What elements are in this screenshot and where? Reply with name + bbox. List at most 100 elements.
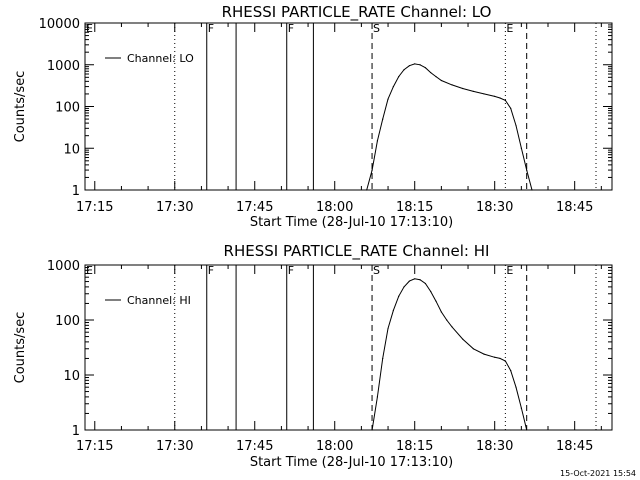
- panel2-x-axis-label: Start Time (28-Jul-10 17:13:10): [250, 455, 453, 470]
- panel1-data-point: [520, 147, 522, 149]
- panel2-data-point: [451, 326, 453, 328]
- panel1-x-tick-label: 17:30: [156, 200, 193, 215]
- panel2-data-point: [526, 429, 528, 431]
- panel1-data-point: [403, 69, 405, 71]
- panel1-x-tick-label: 18:45: [556, 200, 593, 215]
- panel1-data-point: [451, 84, 453, 86]
- panel2-data-point: [371, 429, 373, 431]
- panel1-data-point: [366, 189, 368, 191]
- panel1-y-tick-label: 1000: [47, 59, 80, 74]
- panel2-data-point: [408, 280, 410, 282]
- panel2-data-point: [419, 279, 421, 281]
- panel1-y-tick-label: 100: [55, 101, 80, 116]
- panel1-x-tick-label: 18:30: [476, 200, 513, 215]
- panel2-y-tick-label: 1: [72, 424, 80, 439]
- panel2-x-tick-label: 18:30: [476, 439, 513, 454]
- panel1-data-point: [440, 79, 442, 82]
- panel2-event-marker-label: E: [506, 264, 513, 277]
- panel2-data-point: [403, 286, 405, 288]
- panel2-x-tick-label: 17:30: [156, 439, 193, 454]
- panel1-data-point: [392, 85, 394, 88]
- panel1-data-point: [499, 97, 501, 99]
- panel1-event-marker-label: F: [288, 22, 294, 35]
- panel1-event-marker-label: E: [86, 22, 93, 35]
- panel2-data-point: [424, 282, 426, 285]
- panel2-data-point: [494, 356, 496, 358]
- panel2-legend-label: Channel: HI: [127, 294, 191, 307]
- panel2-data-point: [499, 357, 501, 360]
- panel2-y-tick-label: 1000: [47, 259, 80, 274]
- panel2-event-marker-label: F: [288, 264, 294, 277]
- panel1-data-point: [387, 98, 389, 100]
- panel1-event-marker-label: S: [373, 22, 380, 35]
- panel1-legend-label: Channel: LO: [127, 52, 194, 65]
- panel2-data-point: [387, 327, 389, 330]
- panel2-data-point: [520, 407, 522, 409]
- panel2-data-point: [398, 295, 400, 297]
- panel1-data-point: [398, 76, 400, 78]
- panel1-x-tick-label: 17:45: [236, 200, 273, 215]
- panel1-event-marker-label: E: [506, 22, 513, 35]
- panel1-data-point: [414, 63, 416, 65]
- panel2-x-tick-label: 17:45: [236, 439, 273, 454]
- panel2-data-point: [504, 360, 506, 362]
- panel1-x-tick-label: 17:15: [76, 200, 113, 215]
- panel2-x-tick-label: 17:15: [76, 439, 113, 454]
- panel2-data-point: [510, 370, 512, 372]
- panel2-x-tick-label: 18:15: [396, 439, 433, 454]
- panel1-data-point: [408, 65, 410, 67]
- panel2-y-tick-label: 100: [55, 314, 80, 329]
- panel2-y-axis-label: Counts/sec: [13, 312, 28, 384]
- panel2-x-tick-label: 18:45: [556, 439, 593, 454]
- panel1-data-point: [504, 99, 506, 101]
- panel2-data-point: [392, 309, 394, 311]
- panel2-plot-frame: [84, 264, 613, 431]
- panel1-data-point: [526, 169, 528, 171]
- panel1-plot-frame: [84, 22, 613, 191]
- footer-timestamp: 15-Oct-2021 15:54: [560, 469, 636, 478]
- panel1-series-line: [366, 63, 533, 191]
- panel1-data-point: [376, 140, 378, 142]
- panel1-data-point: [531, 189, 533, 191]
- panel1-data-point: [435, 76, 437, 78]
- panel1-data-point: [419, 64, 421, 66]
- panel1-chart-title: RHESSI PARTICLE_RATE Channel: LO: [222, 3, 492, 22]
- panel2-chart-title: RHESSI PARTICLE_RATE Channel: HI: [224, 242, 490, 261]
- panel2-event-marker-label: E: [86, 264, 93, 277]
- panel2-data-point: [446, 319, 448, 321]
- panel1-y-tick-label: 1: [72, 184, 80, 199]
- panel1-event-marker-label: F: [208, 22, 214, 35]
- panel1-x-axis-label: Start Time (28-Jul-10 17:13:10): [250, 215, 453, 230]
- panel1-data-point: [515, 124, 517, 127]
- panel2-data-point: [414, 278, 416, 280]
- panel2-event-marker-label: S: [373, 264, 380, 277]
- panel1-y-tick-label: 10: [63, 142, 80, 157]
- panel1-data-point: [382, 118, 384, 120]
- panel1-y-tick-label: 10000: [39, 17, 80, 32]
- panel1-data-point: [371, 169, 373, 171]
- panel2-data-point: [382, 357, 384, 360]
- panel2-event-marker-label: F: [208, 264, 214, 277]
- panel2-y-tick-label: 10: [63, 369, 80, 384]
- panel1-data-point: [462, 87, 464, 90]
- panel2-data-point: [430, 290, 432, 293]
- panel2-data-point: [472, 348, 474, 350]
- panel1-data-point: [494, 95, 496, 97]
- panel2-x-tick-label: 18:00: [316, 439, 353, 454]
- panel2-data-point: [435, 300, 437, 302]
- panel1-data-point: [430, 71, 432, 74]
- panel2-data-point: [376, 396, 378, 398]
- panel2-series-line: [371, 278, 528, 431]
- panel1-y-axis-label: Counts/sec: [13, 71, 28, 143]
- panel2-data-point: [515, 386, 517, 388]
- panel1-x-tick-label: 18:15: [396, 200, 433, 215]
- panel2-data-point: [483, 353, 485, 355]
- panel1-data-point: [510, 107, 512, 110]
- panel1-data-point: [483, 93, 485, 95]
- panel2-data-point: [440, 311, 442, 313]
- panel2-data-point: [462, 338, 464, 340]
- panel1-data-point: [424, 67, 426, 69]
- panel1-data-point: [472, 90, 474, 92]
